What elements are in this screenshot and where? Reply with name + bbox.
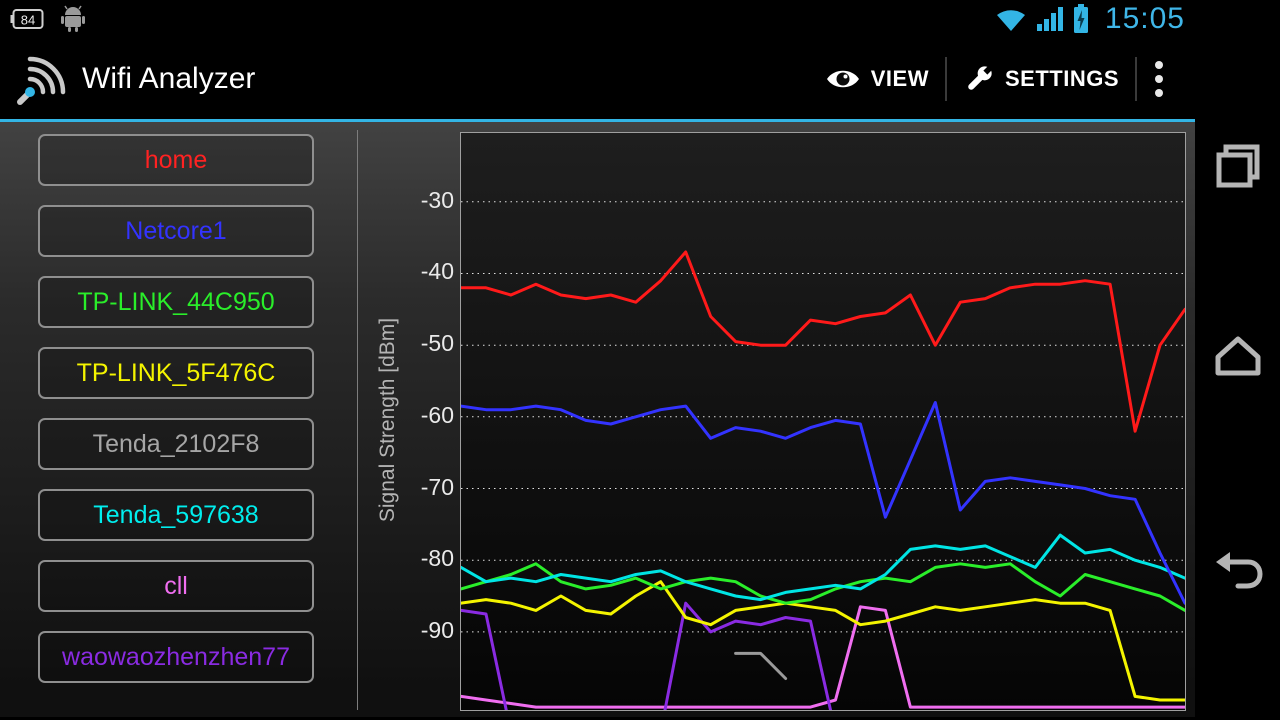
y-tick-label: -60: [420, 401, 454, 428]
ap-button-cll[interactable]: cll: [38, 560, 314, 612]
ap-button-home[interactable]: home: [38, 134, 314, 186]
battery-charging-icon: [1073, 4, 1088, 33]
back-icon: [1215, 552, 1263, 589]
status-bar: 84: [0, 0, 1195, 38]
wifi-analyzer-app: 84: [0, 0, 1195, 717]
overflow-dot: [1155, 88, 1163, 97]
view-label: VIEW: [870, 65, 929, 91]
overflow-dot: [1155, 60, 1163, 69]
y-tick-label: -50: [420, 330, 454, 357]
android-robot-icon: [61, 5, 85, 32]
home-button[interactable]: [1210, 328, 1266, 389]
y-tick-label: -70: [420, 473, 454, 500]
overflow-menu-button[interactable]: [1137, 60, 1181, 97]
series-line-TP-LINK_44C950: [461, 562, 1185, 612]
series-line-TP-LINK_5F476C: [461, 580, 1185, 702]
status-bar-left: 84: [10, 5, 88, 33]
series-line-Tenda_597638: [461, 533, 1185, 602]
ap-button-Tenda_597638[interactable]: Tenda_597638: [38, 489, 314, 541]
main-content: home Netcore1 TP-LINK_44C950 TP-LINK_5F476C…: [0, 122, 1195, 717]
settings-label: SETTINGS: [1004, 65, 1119, 91]
action-bar-separator: [1135, 56, 1137, 101]
access-point-list: home Netcore1 TP-LINK_44C950 TP-LINK_5F476C…: [38, 134, 314, 702]
svg-text:84: 84: [21, 13, 35, 28]
series-line-waowaozhenzhen77: [461, 601, 833, 710]
y-tick-label: -80: [420, 545, 454, 572]
settings-button[interactable]: SETTINGS: [947, 50, 1135, 108]
signal-strength-chart: [460, 132, 1186, 711]
recents-icon: [1216, 144, 1259, 188]
action-bar: Wifi Analyzer VIEW: [0, 38, 1195, 122]
chart-canvas: [461, 201, 1185, 710]
ap-button-Netcore1[interactable]: Netcore1: [38, 205, 314, 257]
back-button[interactable]: [1210, 540, 1266, 601]
series-line-Netcore1: [461, 401, 1185, 605]
series-line-home: [461, 250, 1185, 433]
cell-signal-icon: [1036, 7, 1063, 31]
wifi-status-icon: [996, 10, 1025, 31]
ap-button-TP-LINK_44C950[interactable]: TP-LINK_44C950: [38, 276, 314, 328]
recents-button[interactable]: [1210, 138, 1266, 199]
vertical-divider: [357, 130, 358, 710]
ap-button-TP-LINK_5F476C[interactable]: TP-LINK_5F476C: [38, 347, 314, 399]
view-button[interactable]: VIEW: [809, 50, 945, 108]
y-tick-label: -40: [420, 258, 454, 285]
wrench-icon: [968, 65, 993, 90]
overflow-dot: [1155, 74, 1163, 83]
home-icon: [1215, 336, 1260, 376]
eye-icon: [826, 70, 859, 87]
ap-button-Tenda_2102F8[interactable]: Tenda_2102F8: [38, 418, 314, 470]
battery-percent-icon: 84: [10, 9, 44, 29]
y-tick-label: -90: [420, 616, 454, 643]
action-bar-separator: [944, 56, 947, 101]
y-tick-label: -30: [420, 186, 454, 213]
android-nav-bar: [1195, 0, 1280, 720]
ap-button-waowaozhenzhen77[interactable]: waowaozhenzhen77: [38, 631, 314, 683]
wifi-analyzer-logo-icon: [17, 56, 66, 105]
series-line-Tenda_2102F8: [734, 651, 788, 680]
status-bar-right: 15:05: [994, 2, 1185, 36]
series-line-cll: [461, 605, 1185, 709]
app-title: Wifi Analyzer: [82, 61, 256, 95]
clock: 15:05: [1104, 2, 1185, 35]
